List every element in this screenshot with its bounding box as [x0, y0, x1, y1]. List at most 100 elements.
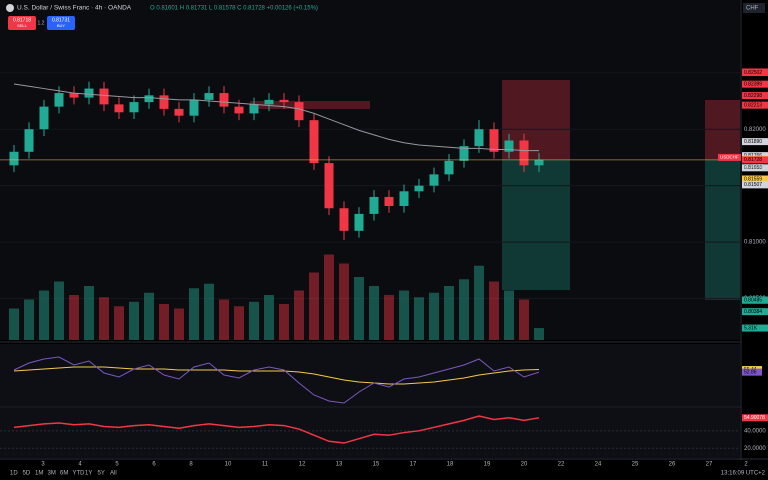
candle-body — [294, 102, 304, 121]
toolbar: 1D 5D 1M 3M 6M YTD 1Y 5Y All 13:16:09 UTC+2 — [10, 471, 766, 477]
sell-button[interactable] — [8, 16, 36, 30]
volume-bar — [39, 290, 49, 340]
range-button[interactable]: All — [110, 471, 117, 477]
spread: 1.2 — [38, 20, 45, 26]
price-label: 0.82502 — [744, 70, 762, 76]
price-label: 0.82399 — [744, 81, 762, 87]
price-label-box — [742, 92, 768, 100]
symbol-icon — [6, 4, 14, 12]
price-label: 0.80485 — [744, 298, 762, 304]
candle-body — [189, 99, 199, 116]
candle-body — [234, 106, 244, 114]
range-button[interactable]: 1Y — [85, 471, 92, 477]
price-label-box — [742, 80, 768, 88]
candle-body — [399, 191, 409, 206]
candle-body — [339, 208, 349, 231]
volume-bar — [459, 279, 469, 340]
range-button[interactable]: 3M — [48, 471, 56, 477]
candle-body — [204, 93, 214, 100]
moving-average — [13, 83, 539, 152]
time-label: 8 — [189, 462, 193, 468]
volume-bar — [384, 295, 394, 340]
candle-body — [219, 93, 229, 107]
symbol: U.S. Dollar / Swiss Franc · 4h · OANDA — [17, 5, 132, 12]
target-zone — [502, 160, 570, 290]
price-label: 0.80384 — [744, 309, 762, 315]
range-button[interactable]: 5Y — [98, 471, 105, 477]
volume-bar — [144, 292, 154, 340]
volume-bar — [444, 286, 454, 340]
volume-bar — [474, 265, 484, 340]
time-label: 26 — [669, 462, 676, 468]
candle-body — [159, 95, 169, 109]
price-label-box — [742, 138, 768, 146]
time-label: 18 — [447, 462, 454, 468]
price-label-box — [742, 308, 768, 316]
symbol-tag: USDCHF — [720, 155, 739, 160]
volume-bar — [24, 299, 34, 340]
time-label: 10 — [225, 462, 232, 468]
volume-bar — [264, 295, 274, 340]
volume-bar — [429, 292, 439, 340]
osc-pane — [0, 408, 740, 458]
rsi-line — [13, 356, 540, 404]
value-label: 52.86 — [744, 369, 757, 375]
candle-body — [84, 88, 94, 98]
candle-body — [429, 174, 439, 186]
candle-body — [414, 185, 424, 192]
volume-bar — [279, 304, 289, 340]
price-label: 0.82213 — [744, 102, 762, 108]
candle-body — [534, 159, 544, 166]
time-label: 20 — [521, 462, 528, 468]
candle-body — [114, 104, 124, 113]
price-pane — [0, 0, 740, 340]
candle-body — [384, 196, 394, 206]
volume-bar — [69, 295, 79, 340]
range-button[interactable]: 1M — [35, 471, 43, 477]
price-label-box — [742, 69, 768, 77]
buy-button[interactable] — [47, 16, 75, 30]
price-label: 0.81890 — [744, 139, 762, 145]
volume-bar — [534, 328, 544, 340]
price-label: 0.81658 — [744, 165, 762, 171]
buy-label: BUY — [57, 23, 66, 28]
volume-bar — [504, 290, 514, 340]
price-label-box — [742, 296, 768, 304]
candle-body — [9, 151, 19, 166]
volume-bar — [189, 288, 199, 340]
time-label: 19 — [484, 462, 491, 468]
candle-body — [504, 140, 514, 152]
clock: 13:16:09 UTC+2 — [721, 471, 766, 477]
y-tick-label: 0.81000 — [744, 240, 766, 246]
currency-box[interactable] — [743, 3, 765, 13]
volume-bar — [309, 272, 319, 340]
range-button[interactable]: 1D — [10, 471, 18, 477]
time-label: 12 — [299, 462, 306, 468]
volume-bar — [294, 290, 304, 340]
volume-bar — [114, 306, 124, 340]
range-button[interactable]: 6M — [60, 471, 68, 477]
time-label: 15 — [373, 462, 380, 468]
candle-body — [24, 129, 34, 152]
sell-price: 0.81718 — [13, 17, 31, 23]
time-label: 5 — [115, 462, 119, 468]
volume-bar — [84, 286, 94, 340]
y-tick-label: 40.0000 — [744, 428, 766, 434]
price-label: 0.81559 — [744, 176, 762, 182]
candle-body — [279, 99, 289, 103]
volume-bar — [234, 306, 244, 340]
volume-bar — [354, 277, 364, 340]
candle-body — [129, 102, 139, 113]
time-label: 17 — [410, 462, 417, 468]
volume-label: 5.31K — [744, 325, 758, 331]
range-button[interactable]: YTD — [73, 471, 86, 477]
symbol-tag-box — [718, 153, 741, 161]
volume-bar — [159, 304, 169, 340]
range-button[interactable]: 5D — [23, 471, 31, 477]
volume-label-box — [742, 324, 768, 332]
volume-bar — [399, 290, 409, 340]
price-label: 0.82298 — [744, 93, 762, 99]
candle-body — [69, 93, 79, 98]
volume-bar — [369, 286, 379, 340]
